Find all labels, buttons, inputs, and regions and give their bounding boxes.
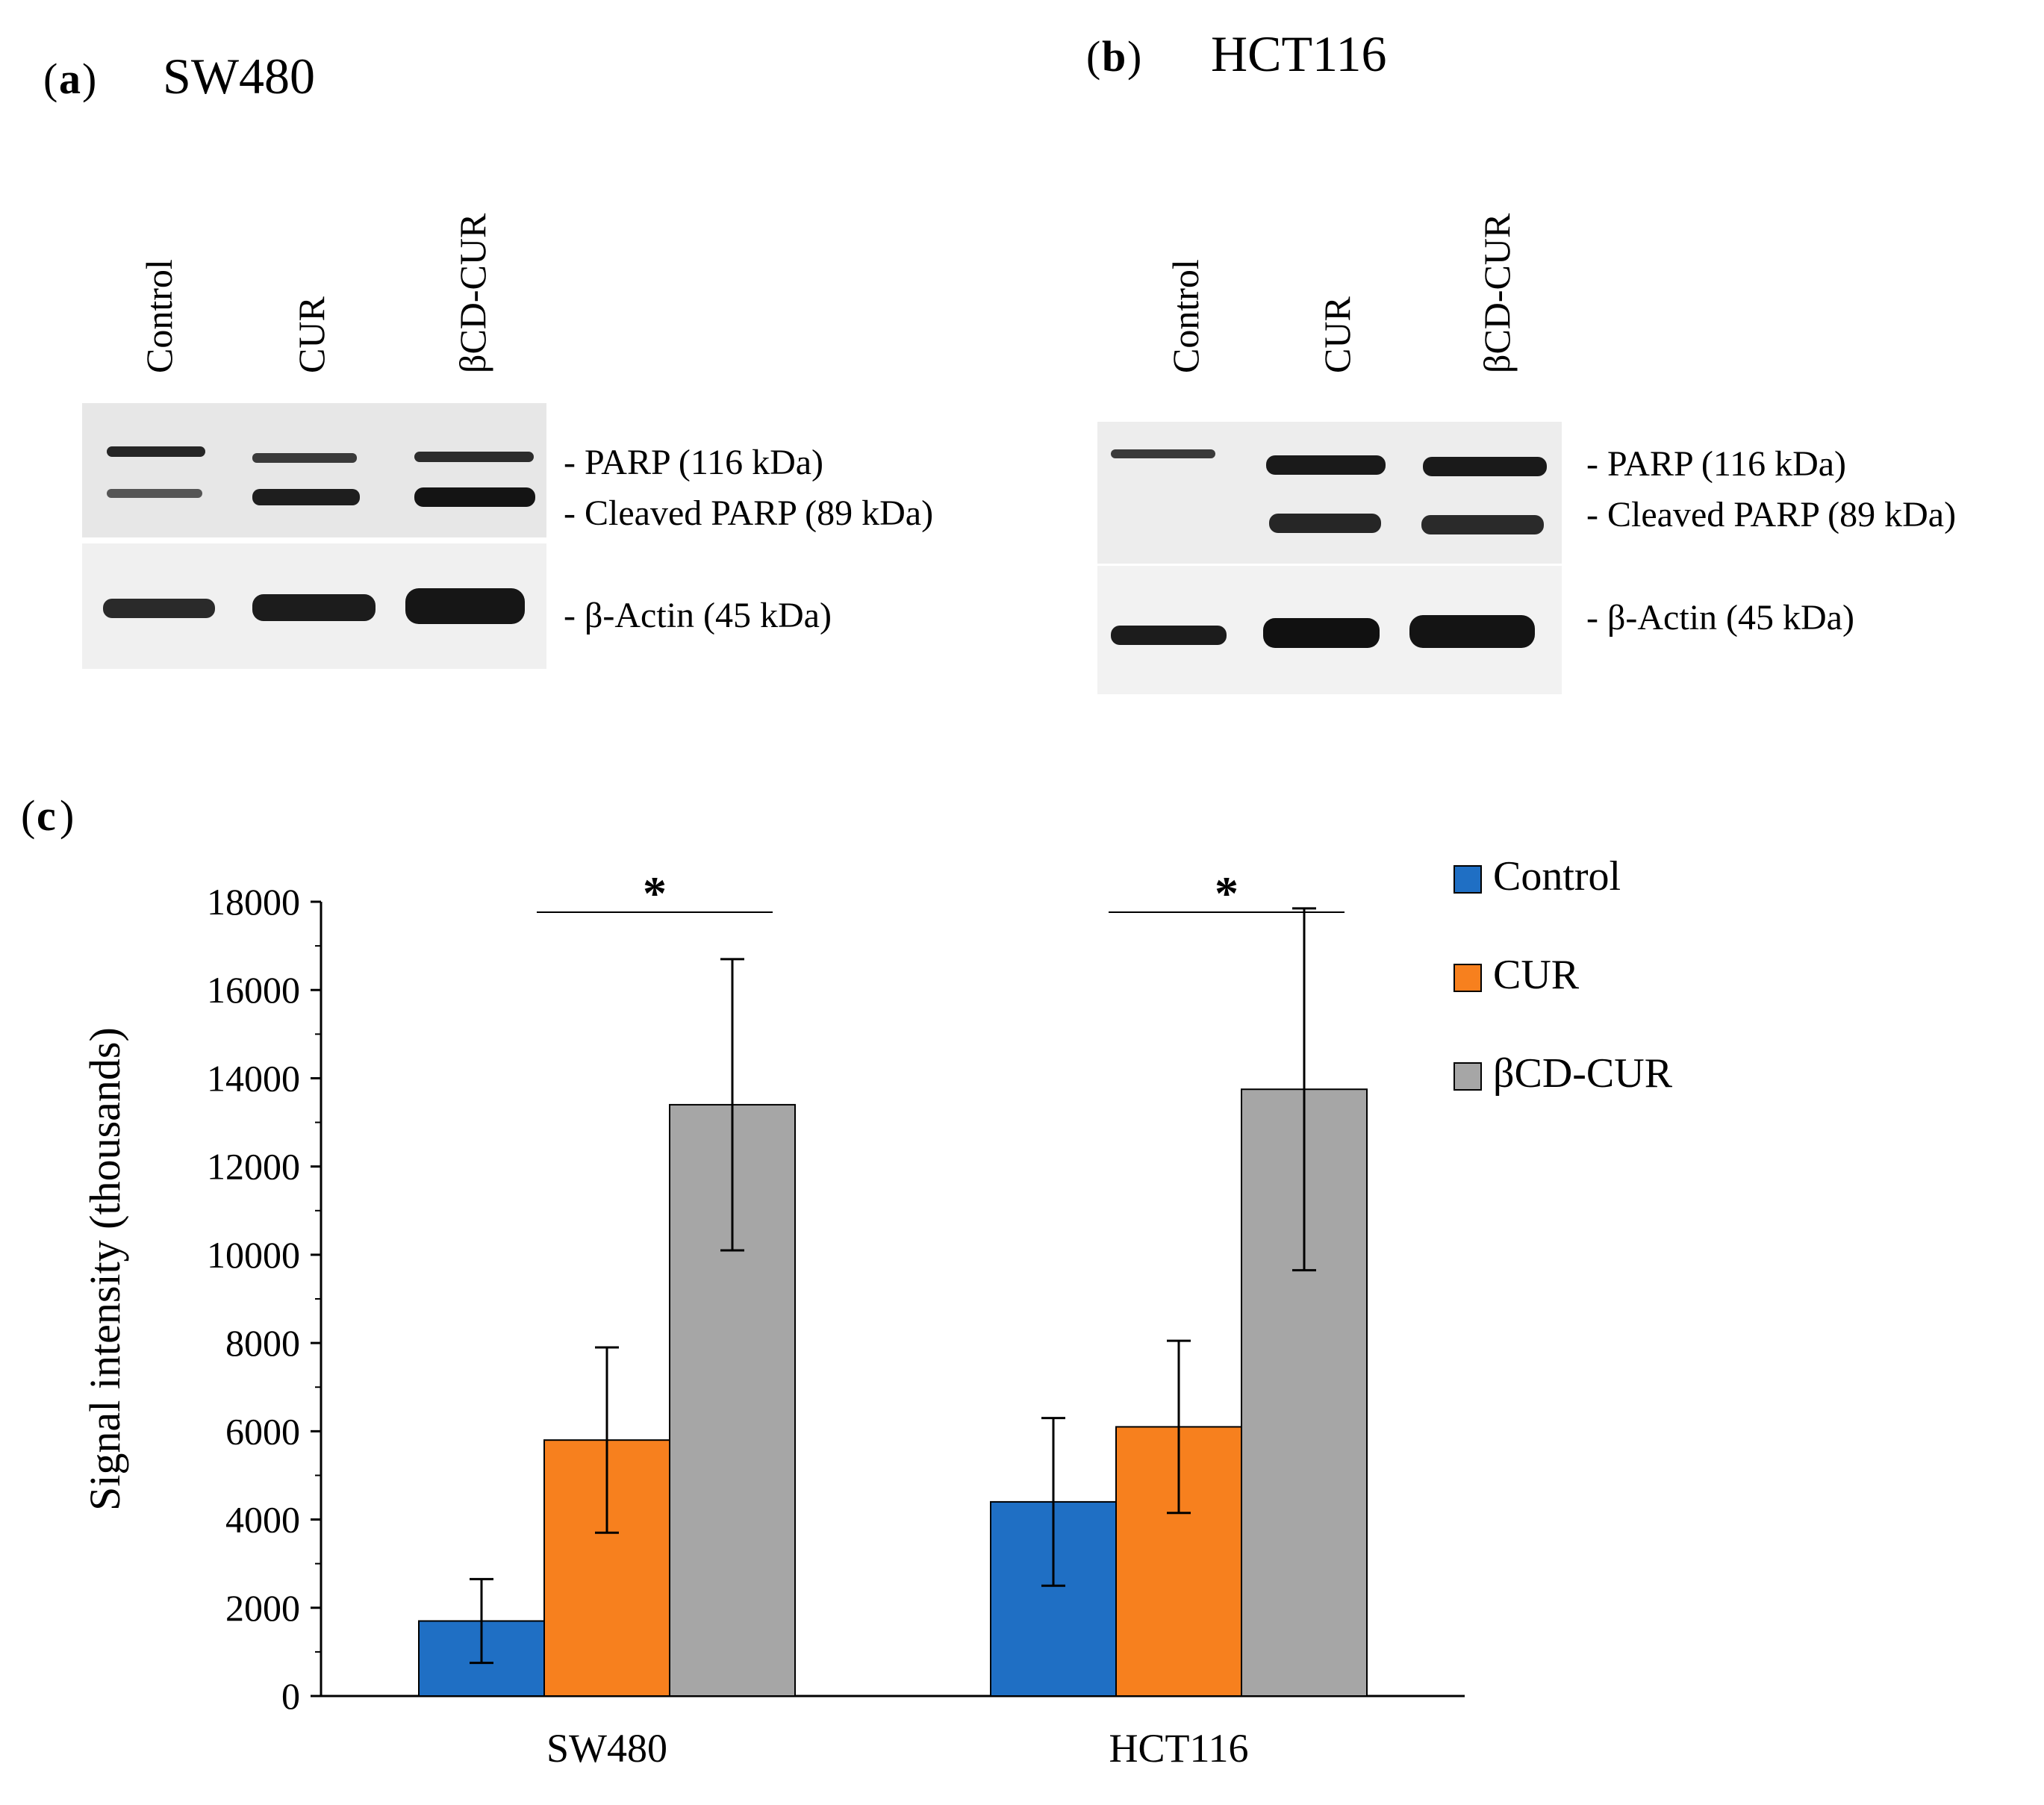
panel-a-title: SW480 — [163, 48, 315, 105]
panel-b-title: HCT116 — [1211, 25, 1386, 82]
legend-label: CUR — [1493, 952, 1580, 998]
y-tick-label: 10000 — [207, 1234, 300, 1276]
panel-b-band-parp-cur — [1266, 455, 1386, 475]
panel-b-label-actin: - β-Actin (45 kDa) — [1586, 598, 1854, 637]
panel-a-band-actin-control — [103, 599, 215, 618]
panel-a-lane-bcdcur: βCD-CUR — [452, 213, 493, 373]
panel-b: ( b ) HCT116 Control CUR βCD-CUR - PARP … — [1086, 25, 1956, 694]
y-tick-label: 16000 — [207, 969, 300, 1011]
y-tick-label: 8000 — [225, 1322, 300, 1364]
legend-swatch-Control — [1453, 865, 1482, 894]
panel-b-band-actin-cur — [1263, 618, 1380, 648]
panel-b-letter: b — [1102, 32, 1126, 81]
panel-a-band-parp-cur — [252, 453, 357, 463]
panel-a-label-cleaved: - Cleaved PARP (89 kDa) — [564, 493, 933, 533]
panel-a-band-actin-bcdcur — [405, 588, 525, 624]
panel-a-band-cleaved-control — [107, 489, 202, 498]
panel-b-paren-close: ) — [1127, 32, 1141, 81]
panel-a-paren-close: ) — [82, 54, 96, 103]
panel-b-lane-bcdcur: βCD-CUR — [1476, 213, 1518, 373]
panel-b-band-cleaved-bcdcur — [1421, 515, 1544, 534]
panel-b-label-cleaved: - Cleaved PARP (89 kDa) — [1586, 495, 1956, 534]
panel-a-band-cleaved-cur — [252, 489, 360, 505]
panel-c: ( c ) Signal intensity (thousands) 0 2000… — [21, 791, 1673, 1771]
legend-label: βCD-CUR — [1493, 1050, 1673, 1097]
panel-b-band-cleaved-cur — [1269, 514, 1381, 533]
panel-b-label-parp: - PARP (116 kDa) — [1586, 444, 1846, 484]
panel-b-lane-control: Control — [1165, 259, 1206, 373]
panel-a-band-cleaved-bcdcur — [414, 487, 535, 507]
legend-swatch-βCD-CUR — [1453, 1062, 1482, 1091]
panel-a-band-actin-cur — [252, 594, 376, 621]
panel-b-lane-cur: CUR — [1316, 296, 1358, 373]
panel-b-band-parp-bcdcur — [1423, 457, 1547, 476]
panel-c-paren-close: ) — [60, 791, 74, 840]
panel-b-band-actin-control — [1111, 626, 1227, 645]
panel-a-lane-cur: CUR — [290, 296, 332, 373]
panel-a: ( a ) SW480 Control CUR βCD-CUR - PARP (… — [43, 48, 933, 669]
y-tick-label: 6000 — [225, 1410, 300, 1452]
panel-a-label-parp: - PARP (116 kDa) — [564, 443, 823, 482]
y-tick-label: 12000 — [207, 1146, 300, 1188]
legend-label: Control — [1493, 853, 1621, 900]
y-axis-label: Signal intensity (thousands) — [81, 1027, 129, 1511]
panel-a-band-parp-bcdcur — [414, 452, 534, 462]
panel-a-letter: a — [59, 54, 81, 103]
y-tick-label: 2000 — [225, 1587, 300, 1629]
panel-a-band-parp-control — [107, 446, 205, 457]
panel-b-band-actin-bcdcur — [1409, 615, 1535, 648]
panel-b-paren-open: ( — [1086, 32, 1100, 81]
x-category-label: HCT116 — [1109, 1726, 1249, 1771]
bar-chart: 0 2000 4000 6000 8000 10000 12000 14000 16000 180… — [207, 853, 1673, 1771]
y-tick-label: 0 — [281, 1675, 300, 1717]
y-tick-label: 4000 — [225, 1499, 300, 1541]
significance-star: * — [1215, 867, 1238, 920]
panel-c-letter: c — [37, 791, 56, 840]
significance-star: * — [643, 867, 667, 920]
panel-a-paren-open: ( — [43, 54, 57, 103]
panel-b-band-parp-control — [1111, 449, 1215, 458]
y-tick-label: 14000 — [207, 1057, 300, 1099]
x-category-label: SW480 — [546, 1726, 667, 1771]
panel-c-paren-open: ( — [21, 791, 35, 840]
y-tick-label: 18000 — [207, 881, 300, 923]
panel-a-label-actin: - β-Actin (45 kDa) — [564, 596, 832, 635]
panel-a-lane-control: Control — [138, 259, 180, 373]
legend-swatch-CUR — [1453, 964, 1482, 992]
panel-a-blot-parp — [82, 403, 546, 537]
panel-b-blot-parp — [1097, 422, 1562, 564]
